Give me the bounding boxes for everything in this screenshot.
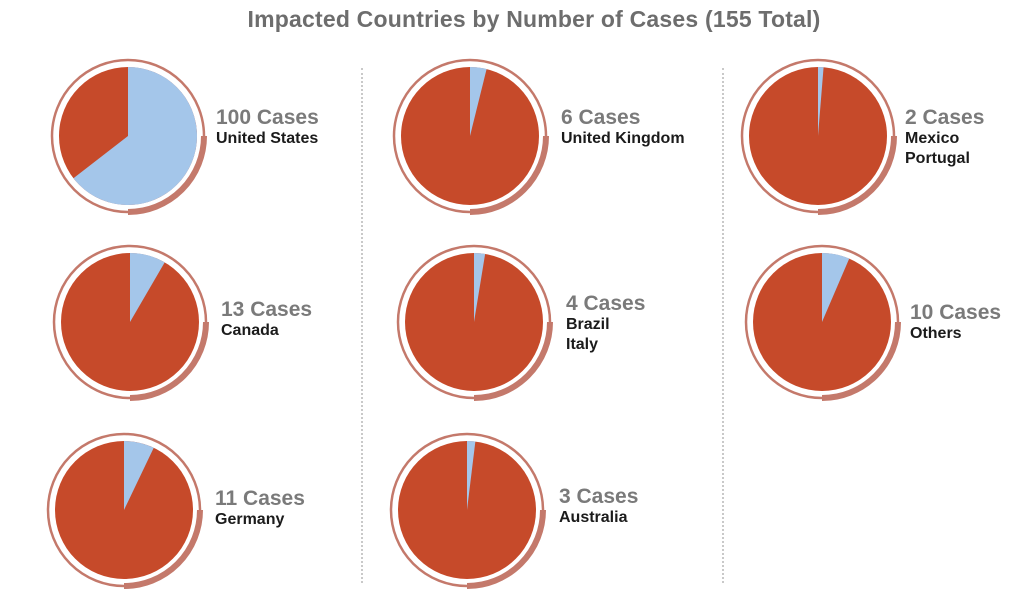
pie-label-group: 11 Cases Germany <box>215 488 305 530</box>
cases-label: 100 Cases <box>216 106 319 129</box>
cases-label: 11 Cases <box>215 487 305 510</box>
cases-label: 13 Cases <box>221 298 313 321</box>
pie-share-slice <box>73 67 197 206</box>
country-label: United Kingdom <box>561 130 685 147</box>
pie-chart-brazil-italy <box>396 244 553 401</box>
country-label: Brazil <box>566 316 610 333</box>
pie-chart-canada <box>52 244 209 401</box>
pie-label-group: 2 Cases Mexico Portugal <box>905 107 984 169</box>
cases-label: 3 Cases <box>559 485 639 508</box>
country-label: United States <box>216 130 319 147</box>
pie-label-group: 100 Cases United States <box>216 107 319 149</box>
pie-label-group: 4 Cases Brazil Italy <box>566 293 645 355</box>
country-label: Mexico <box>905 130 960 147</box>
pie-ring-accent <box>129 321 209 401</box>
column-divider-left <box>361 68 363 583</box>
pie-share-slice <box>474 253 486 322</box>
pie-chart-mexico-portugal <box>740 58 897 215</box>
pie-ring-accent <box>469 135 549 215</box>
cases-label: 2 Cases <box>905 106 985 129</box>
pie-chart-others <box>744 244 901 401</box>
pie-ring-accent <box>466 509 546 589</box>
page-title: Impacted Countries by Number of Cases (1… <box>247 6 821 32</box>
pie-label-group: 3 Cases Australia <box>559 486 638 528</box>
pie-label-group: 13 Cases Canada <box>221 299 312 341</box>
pie-chart-germany <box>46 432 203 589</box>
pie-share-slice <box>130 253 165 322</box>
country-label: Italy <box>566 336 599 353</box>
pie-ring-accent <box>817 135 897 215</box>
cases-label: 6 Cases <box>561 106 641 129</box>
pie-share-slice <box>818 67 824 136</box>
pie-ring-accent <box>473 321 553 401</box>
pie-chart-united-states <box>50 58 207 215</box>
column-divider-right <box>722 68 724 583</box>
pie-share-slice <box>822 253 850 322</box>
pie-chart-united-kingdom <box>392 58 549 215</box>
cases-label: 10 Cases <box>910 301 1002 324</box>
pie-ring-accent <box>821 321 901 401</box>
country-label: Others <box>910 325 962 342</box>
country-label: Australia <box>559 509 628 526</box>
pie-label-group: 10 Cases Others <box>910 302 1001 344</box>
pie-label-group: 6 Cases United Kingdom <box>561 107 685 149</box>
country-label: Portugal <box>905 150 970 167</box>
pie-share-slice <box>467 441 476 510</box>
country-label: Germany <box>215 511 285 528</box>
pie-ring-accent <box>127 135 207 215</box>
cases-label: 4 Cases <box>566 292 646 315</box>
country-label: Canada <box>221 322 279 339</box>
pie-ring-accent <box>123 509 203 589</box>
pie-share-slice <box>470 67 487 136</box>
pie-chart-australia <box>389 432 546 589</box>
pie-share-slice <box>124 441 154 510</box>
